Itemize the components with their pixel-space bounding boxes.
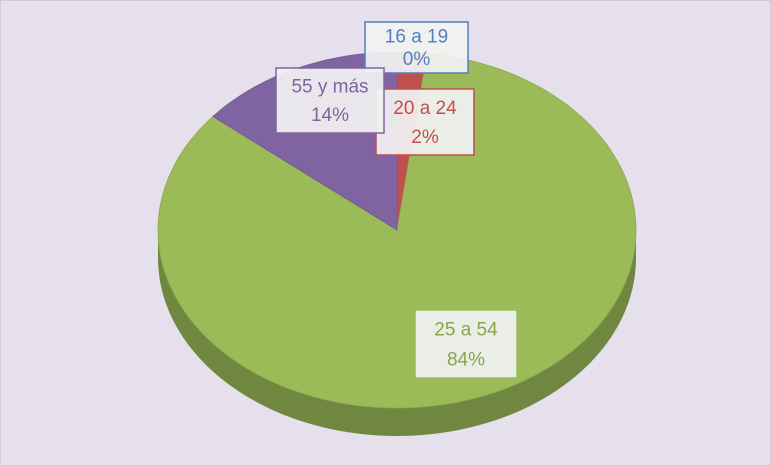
data-label-value: 2% — [411, 127, 439, 148]
data-label-value: 0% — [403, 49, 431, 70]
data-label-category: 20 a 24 — [393, 98, 457, 119]
data-label-category: 25 a 54 — [434, 319, 498, 340]
data-label-box — [364, 21, 469, 74]
data-label-value: 84% — [447, 349, 485, 370]
data-label-category: 16 a 19 — [385, 26, 448, 47]
data-label-box — [275, 67, 385, 134]
data-label-box — [414, 309, 518, 379]
data-label-value: 14% — [311, 105, 349, 126]
data-label-category: 55 y más — [291, 77, 368, 98]
data-label-box — [375, 88, 475, 156]
